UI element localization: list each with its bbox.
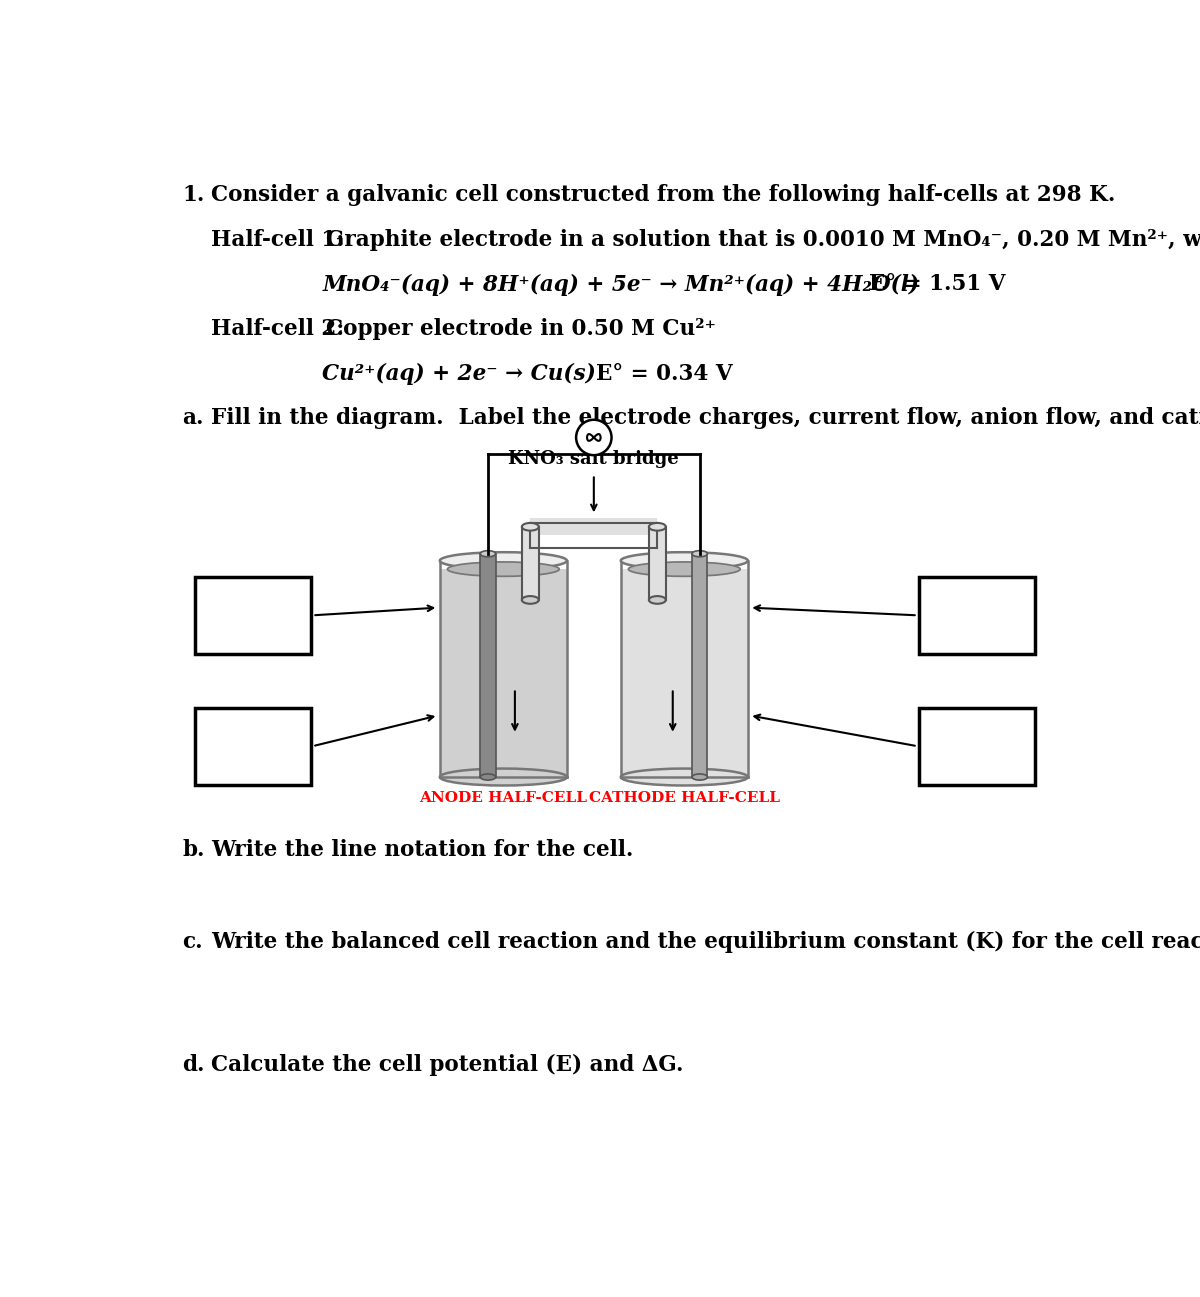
Text: ANODE HALF-CELL: ANODE HALF-CELL (419, 791, 587, 805)
Ellipse shape (692, 774, 708, 779)
Text: Calculate the cell potential (E) and ΔG.: Calculate the cell potential (E) and ΔG. (211, 1054, 683, 1077)
Text: MnO₄⁻(aq) + 8H⁺(aq) + 5e⁻ → Mn²⁺(aq) + 4H₂O(l): MnO₄⁻(aq) + 8H⁺(aq) + 5e⁻ → Mn²⁺(aq) + 4… (323, 274, 919, 296)
Ellipse shape (440, 769, 566, 786)
Text: Fill in the diagram.  Label the electrode charges, current flow, anion flow, and: Fill in the diagram. Label the electrode… (211, 407, 1200, 429)
Bar (530, 519, 658, 536)
Text: c.: c. (182, 931, 203, 953)
Text: CATHODE HALF-CELL: CATHODE HALF-CELL (589, 791, 780, 805)
Text: KNO₃ salt bridge: KNO₃ salt bridge (509, 450, 679, 468)
Bar (620, 569, 748, 777)
Text: Graphite electrode in a solution that is 0.0010 M MnO₄⁻, 0.20 M Mn²⁺, with pH = : Graphite electrode in a solution that is… (326, 228, 1200, 250)
Text: Cu²⁺(aq) + 2e⁻ → Cu(s): Cu²⁺(aq) + 2e⁻ → Cu(s) (323, 363, 596, 385)
Bar (196, 577, 311, 654)
Ellipse shape (480, 774, 496, 779)
Bar (919, 708, 1034, 785)
Circle shape (576, 420, 612, 455)
Text: a.: a. (182, 407, 204, 429)
Text: b.: b. (182, 839, 205, 861)
Bar (196, 708, 311, 785)
Ellipse shape (649, 597, 666, 604)
Ellipse shape (448, 562, 559, 576)
Bar (480, 554, 496, 777)
Text: Half-cell 1:: Half-cell 1: (211, 228, 344, 250)
Text: Write the line notation for the cell.: Write the line notation for the cell. (211, 839, 634, 861)
Text: Half-cell 2:: Half-cell 2: (211, 318, 344, 340)
Ellipse shape (649, 523, 666, 530)
Ellipse shape (620, 769, 748, 786)
Ellipse shape (620, 553, 748, 569)
Bar (649, 527, 666, 601)
Bar (522, 527, 539, 601)
Text: Copper electrode in 0.50 M Cu²⁺: Copper electrode in 0.50 M Cu²⁺ (326, 318, 716, 340)
Ellipse shape (522, 597, 539, 604)
Text: d.: d. (182, 1054, 205, 1077)
Text: E° = 1.51 V: E° = 1.51 V (869, 274, 1006, 296)
Text: E° = 0.34 V: E° = 0.34 V (595, 363, 732, 385)
Ellipse shape (480, 551, 496, 556)
Bar (919, 577, 1034, 654)
Ellipse shape (629, 562, 740, 576)
Text: Consider a galvanic cell constructed from the following half-cells at 298 K.: Consider a galvanic cell constructed fro… (211, 184, 1115, 206)
Ellipse shape (440, 553, 566, 569)
Ellipse shape (692, 551, 708, 556)
Ellipse shape (522, 523, 539, 530)
Bar (692, 554, 708, 777)
Text: Write the balanced cell reaction and the equilibrium constant (Κ) for the cell r: Write the balanced cell reaction and the… (211, 931, 1200, 953)
Text: 1.: 1. (182, 184, 205, 206)
Bar (440, 569, 566, 777)
